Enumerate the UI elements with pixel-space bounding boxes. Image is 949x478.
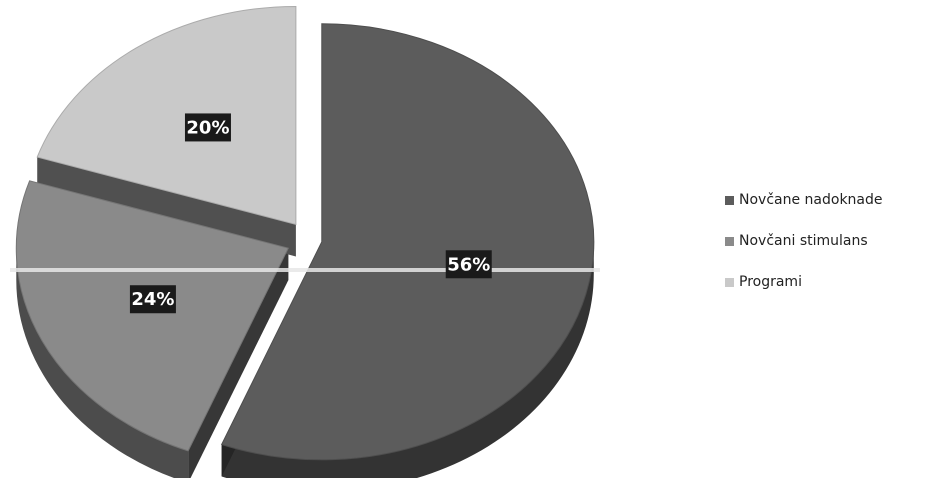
chart-legend: Novčane nadoknade Novčani stimulans Prog… (725, 190, 949, 313)
pie-data-label-text-0: 56% (447, 254, 490, 275)
pie-data-label-0: 56% (445, 250, 492, 279)
legend-item-programi: Programi (725, 272, 949, 292)
pie-slice-wall-2-0 (37, 157, 296, 257)
pie-chart-plot: 56% 24% 20% (10, 5, 600, 478)
pie-data-label-text-2: 20% (186, 117, 229, 138)
pie-labels-group: 56% 24% 20% (129, 113, 492, 314)
pie-slice-wall-1-0 (188, 248, 289, 478)
pie-highlight-stripe (10, 268, 600, 272)
legend-item-novcani-stimulans: Novčani stimulans (725, 231, 949, 251)
pie-slice-1 (15, 180, 290, 452)
pie-slice-rim-1 (16, 248, 189, 478)
legend-swatch-novcani-stimulans (725, 236, 734, 246)
pie-data-label-1: 24% (129, 285, 176, 314)
pie-data-label-box-0 (445, 250, 492, 279)
pie-data-label-2: 20% (184, 113, 231, 142)
pie-data-label-box-2 (184, 113, 231, 142)
pie-slices-group (15, 5, 595, 461)
legend-label-novcani-stimulans: Novčani stimulans (739, 233, 868, 249)
legend-label-programi: Programi (739, 274, 802, 290)
pie-data-label-text-1: 24% (131, 289, 174, 310)
legend-item-novcane-nadoknade: Novčane nadoknade (725, 190, 949, 210)
legend-swatch-programi (725, 277, 734, 287)
pie-data-label-box-1 (129, 285, 176, 314)
legend-swatch-novcane-nadoknade (725, 195, 734, 205)
pie-slice-2 (36, 5, 297, 226)
legend-label-novcane-nadoknade: Novčane nadoknade (739, 192, 883, 208)
pie-slice-0 (220, 23, 595, 461)
pie-slice-rim-0 (221, 241, 594, 478)
